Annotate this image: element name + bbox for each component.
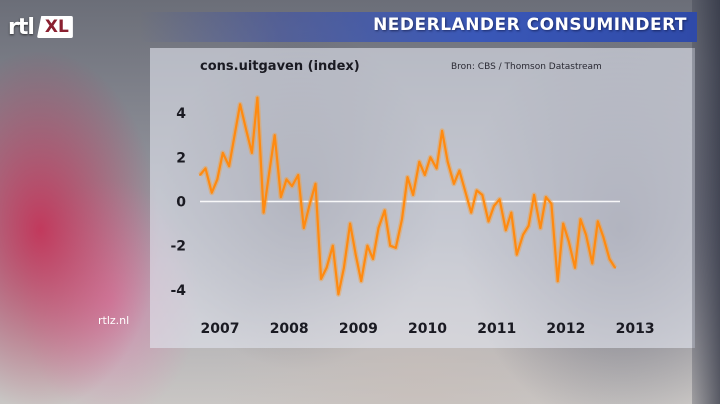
data-point [545,196,547,199]
data-point [204,167,207,170]
data-point [383,209,386,212]
y-tick-label: 4 [176,106,186,122]
data-point [256,96,259,99]
data-point [325,266,328,269]
watermark: rtlz.nl [98,314,130,327]
x-tick-label: 2007 [201,321,240,337]
data-point [579,218,582,221]
data-point [221,152,224,154]
data-point [539,227,542,229]
data-point [343,266,345,269]
data-point [297,174,300,176]
data-point [389,244,392,247]
data-point [556,280,559,282]
data-point [233,134,236,137]
data-point [331,244,334,247]
data-point [429,156,432,159]
title-bar: NEDERLANDER CONSUMINDERT [140,12,697,42]
data-point [239,103,242,106]
data-point [302,227,305,229]
data-point [280,196,282,199]
data-point [366,244,369,247]
data-point [591,262,594,265]
data-point [423,174,426,176]
data-point [533,194,535,196]
channel-logo: rtl XL [8,14,73,40]
data-point [608,258,611,260]
data-point [372,258,374,260]
data-point [510,211,513,214]
data-point [251,152,253,154]
page-title: NEDERLANDER CONSUMINDERT [373,15,687,35]
data-point [446,160,449,163]
data-point [515,253,518,256]
data-point [406,176,409,179]
data-point [377,227,380,229]
data-point [602,236,605,238]
data-point [210,191,213,194]
data-point [441,129,443,132]
x-tick-label: 2012 [546,321,585,337]
data-point [199,174,201,176]
data-point [285,178,288,181]
data-point [504,229,507,232]
data-point [487,220,490,223]
data-point [291,185,293,188]
data-point [475,189,478,192]
data-point [470,211,473,214]
x-tick-label: 2008 [270,321,309,337]
data-point [481,194,484,196]
data-point [418,160,421,163]
data-point [464,189,466,192]
logo-xl-text: XL [36,16,73,38]
data-point [268,171,271,174]
data-point [262,211,265,214]
right-edge-shade [692,0,720,404]
data-point [458,169,461,172]
data-point [273,134,276,137]
logo-rtl-text: rtl [8,14,35,40]
data-point [574,266,576,269]
source-note: Bron: CBS / Thomson Datastream [451,62,602,72]
data-point [308,205,311,207]
data-point [216,178,219,181]
y-tick-label: -4 [170,283,186,299]
data-point [354,253,357,256]
y-tick-label: -2 [170,239,186,255]
data-point [614,266,616,269]
x-tick-label: 2013 [616,321,655,337]
data-point [360,280,363,282]
x-tick-label: 2010 [408,321,447,337]
data-point [228,165,231,168]
x-tick-label: 2011 [477,321,516,337]
y-tick-label: 0 [176,195,186,211]
data-point [562,222,565,225]
data-point [314,182,317,185]
y-tick-label: 2 [176,150,186,166]
data-point [435,167,438,170]
data-point [401,218,403,221]
data-point [337,293,340,296]
data-point [394,247,397,249]
data-point [585,233,587,236]
data-point [245,129,248,132]
data-point [527,224,530,227]
data-point [567,240,570,243]
data-point [412,194,414,196]
data-point [596,220,599,223]
data-point [493,205,495,207]
data-point [522,233,524,236]
data-point [550,202,553,205]
data-point [320,278,322,280]
data-point [498,198,501,201]
data-point [453,182,455,185]
y-axis-label: cons.uitgaven (index) [200,59,360,74]
data-point [349,222,351,225]
x-tick-label: 2009 [339,321,378,337]
chart-panel [150,48,695,348]
